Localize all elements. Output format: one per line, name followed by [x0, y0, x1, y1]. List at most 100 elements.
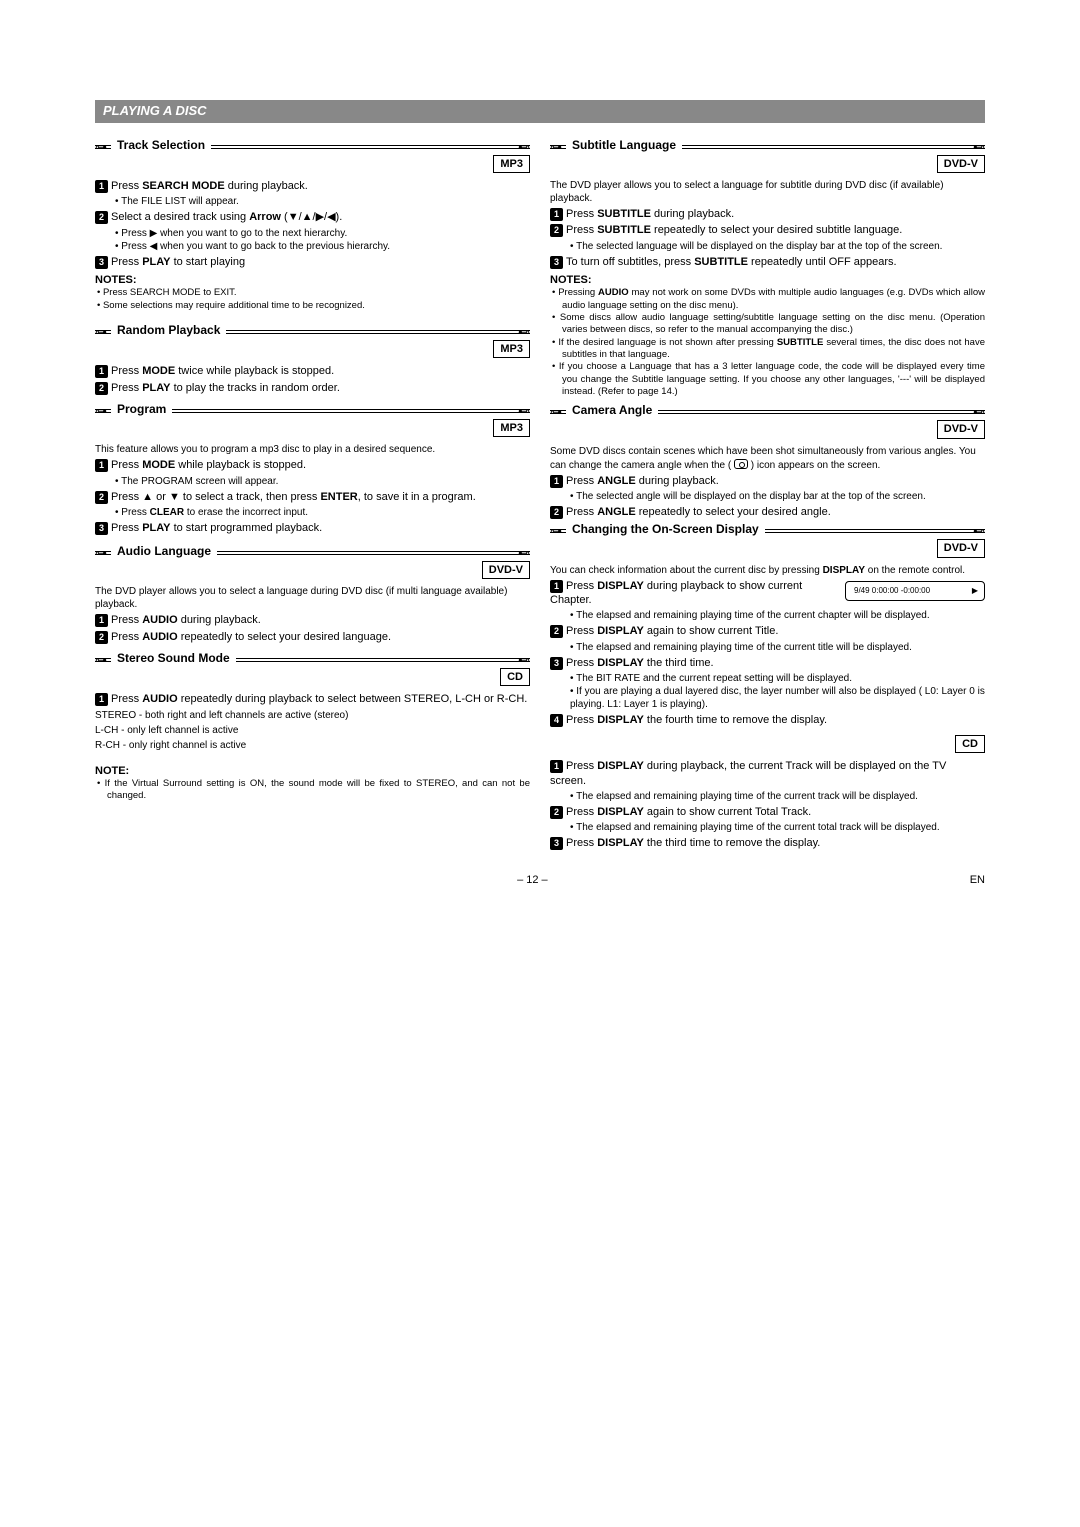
sub-step: The elapsed and remaining playing time o…: [550, 609, 985, 622]
step-num-icon: 3: [95, 522, 108, 535]
decor-left-icon: ⊶: [550, 524, 562, 540]
text: AUDIO: [142, 614, 177, 626]
mp3-badge: MP3: [493, 419, 530, 437]
step: 2Press DISPLAY again to show current Tot…: [550, 805, 985, 819]
text: Press: [111, 614, 142, 626]
text: the third time.: [644, 657, 714, 669]
text: ENTER: [320, 491, 357, 503]
step: 2Press ▲ or ▼ to select a track, then pr…: [95, 490, 530, 504]
text: Press: [121, 507, 149, 518]
topic-title: Changing the On-Screen Display: [566, 522, 765, 538]
notes-heading: NOTES:: [550, 273, 985, 287]
step-num-icon: 2: [550, 625, 563, 638]
text: AUDIO: [142, 631, 177, 643]
text: Press: [566, 208, 597, 220]
step-num-icon: 3: [550, 837, 563, 850]
step-num-icon: 1: [95, 365, 108, 378]
text: Press: [566, 806, 597, 818]
text: SUBTITLE: [694, 256, 748, 268]
text: DISPLAY: [597, 760, 644, 772]
text: You can check information about the curr…: [550, 565, 823, 576]
text: repeatedly to select your desired angle.: [636, 506, 831, 518]
step-num-icon: 3: [550, 256, 563, 269]
text: Press: [566, 580, 597, 592]
step: 1Press DISPLAY during playback, the curr…: [550, 759, 985, 788]
stereo-desc: R-CH - only right channel is active: [95, 739, 530, 752]
stereo-desc: L-CH - only left channel is active: [95, 724, 530, 737]
display-preview: 9/49 0:00:00 -0:00:00 ▶: [845, 581, 985, 601]
decor-right-icon: ⊷: [518, 546, 530, 562]
text: to start playing: [171, 256, 246, 268]
text: the third time to remove the display.: [644, 837, 821, 849]
note: Pressing AUDIO may not work on some DVDs…: [550, 287, 985, 312]
text: twice while playback is stopped.: [175, 365, 334, 377]
topic-track-selection: ⊶ Track Selection ⊷: [95, 145, 530, 149]
text: DISPLAY: [597, 837, 644, 849]
text: (▼/▲/▶/◀).: [281, 211, 342, 223]
text: DISPLAY: [597, 580, 644, 592]
sub-step: The PROGRAM screen will appear.: [95, 475, 530, 488]
text: SUBTITLE: [597, 224, 651, 236]
sub-step: The elapsed and remaining playing time o…: [550, 790, 985, 803]
intro-text: The DVD player allows you to select a la…: [550, 179, 985, 205]
text: DISPLAY: [823, 565, 865, 576]
page-number: – 12 – EN: [95, 873, 985, 887]
sub-step: The elapsed and remaining playing time o…: [550, 641, 985, 654]
note: If the desired language is not shown aft…: [550, 337, 985, 362]
section-header: PLAYING A DISC: [95, 100, 985, 123]
topic-title: Subtitle Language: [566, 138, 682, 154]
topic-audio-language: ⊶ Audio Language ⊷: [95, 551, 530, 555]
step: 2Select a desired track using Arrow (▼/▲…: [95, 210, 530, 224]
step-num-icon: 2: [95, 491, 108, 504]
text: DISPLAY: [597, 806, 644, 818]
topic-title: Camera Angle: [566, 403, 658, 419]
text: , to save it in a program.: [358, 491, 476, 503]
step: 4Press DISPLAY the fourth time to remove…: [550, 713, 985, 727]
text: To turn off subtitles, press: [566, 256, 694, 268]
decor-right-icon: ⊷: [518, 404, 530, 420]
page-number-text: – 12 –: [517, 874, 548, 886]
intro-text: The DVD player allows you to select a la…: [95, 585, 530, 611]
text: Press: [111, 459, 142, 471]
text: while playback is stopped.: [175, 459, 306, 471]
text: again to show current Title.: [644, 625, 779, 637]
decor-right-icon: ⊷: [973, 140, 985, 156]
dvdv-badge: DVD-V: [937, 539, 985, 557]
step-num-icon: 1: [95, 459, 108, 472]
step: 3Press DISPLAY the third time.: [550, 656, 985, 670]
sub-step: Press ▶ when you want to go to the next …: [95, 227, 530, 240]
step: 2Press DISPLAY again to show current Tit…: [550, 624, 985, 638]
text: Press: [566, 506, 597, 518]
decor-left-icon: ⊶: [95, 546, 107, 562]
sub-step: Press CLEAR to erase the incorrect input…: [95, 506, 530, 519]
step: 2Press PLAY to play the tracks in random…: [95, 381, 530, 395]
intro-text: Some DVD discs contain scenes which have…: [550, 445, 985, 472]
step-num-icon: 2: [550, 224, 563, 237]
step-num-icon: 1: [95, 693, 108, 706]
stereo-desc: STEREO - both right and left channels ar…: [95, 709, 530, 722]
note: If you choose a Language that has a 3 le…: [550, 361, 985, 398]
text: AUDIO: [142, 693, 177, 705]
topic-program: ⊶ Program ⊷: [95, 409, 530, 413]
text: Press: [111, 522, 142, 534]
step: 1Press AUDIO repeatedly during playback …: [95, 692, 530, 706]
intro-text: You can check information about the curr…: [550, 564, 985, 577]
text: PLAY: [142, 522, 170, 534]
step-num-icon: 4: [550, 714, 563, 727]
text: to erase the incorrect input.: [184, 507, 308, 518]
step: 2Press AUDIO repeatedly to select your d…: [95, 630, 530, 644]
step: 1Press MODE twice while playback is stop…: [95, 364, 530, 378]
text: during playback.: [225, 180, 308, 192]
dvdv-badge: DVD-V: [482, 561, 530, 579]
mp3-badge: MP3: [493, 155, 530, 173]
text: CLEAR: [150, 507, 184, 518]
decor-right-icon: ⊷: [518, 653, 530, 669]
step-num-icon: 1: [95, 180, 108, 193]
note: Some discs allow audio language setting/…: [550, 312, 985, 337]
note: If the Virtual Surround setting is ON, t…: [95, 778, 530, 803]
text: Press: [111, 180, 142, 192]
intro-text: This feature allows you to program a mp3…: [95, 443, 530, 456]
note: Some selections may require additional t…: [95, 300, 530, 312]
topic-osd: ⊶ Changing the On-Screen Display ⊷: [550, 529, 985, 533]
topic-title: Stereo Sound Mode: [111, 651, 236, 667]
